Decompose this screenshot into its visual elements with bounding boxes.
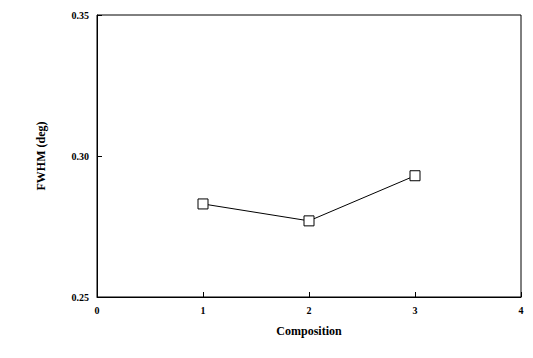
svg-text:Composition: Composition [276,324,342,338]
svg-text:0.30: 0.30 [72,151,90,162]
svg-text:0.25: 0.25 [72,292,90,303]
svg-text:3: 3 [413,305,418,316]
svg-text:0: 0 [95,305,100,316]
svg-text:4: 4 [519,305,524,316]
svg-text:0.35: 0.35 [72,10,90,21]
svg-text:2: 2 [307,305,312,316]
svg-text:1: 1 [201,305,206,316]
svg-text:FWHM (deg): FWHM (deg) [34,122,48,191]
